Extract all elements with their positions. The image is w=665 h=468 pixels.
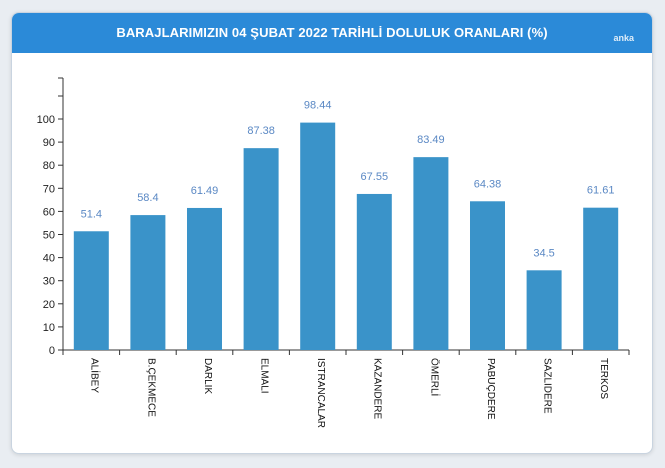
bar-7[interactable]: [470, 201, 505, 350]
value-label-2: 61.49: [191, 185, 219, 197]
value-label-0: 51.4: [81, 208, 102, 220]
bar-2[interactable]: [187, 207, 222, 350]
category-label-1: B.ÇEKMECE: [145, 358, 156, 417]
y-tick-label: 60: [43, 206, 55, 218]
y-tick-label: 50: [43, 230, 55, 242]
category-label-6: ÖMERLİ: [428, 358, 441, 396]
category-label-5: KAZANDERE: [372, 358, 383, 419]
y-tick-label: 10: [43, 322, 55, 334]
category-label-0: ALİBEY: [89, 358, 102, 393]
value-label-9: 61.61: [587, 185, 615, 197]
category-label-4: ISTRANCALAR: [315, 358, 326, 428]
bar-3[interactable]: [243, 148, 279, 350]
y-tick-label: 100: [37, 114, 55, 126]
chart-card: BARAJLARIMIZIN 04 ŞUBAT 2022 TARİHLİ DOL…: [11, 12, 653, 454]
bar-4[interactable]: [300, 122, 336, 350]
y-tick-label: 90: [43, 137, 55, 149]
category-label-7: PABUÇDERE: [485, 358, 496, 420]
value-label-1: 58.4: [137, 192, 158, 204]
y-tick-label: 30: [43, 276, 55, 288]
brand-watermark: anka: [613, 33, 634, 43]
bar-8[interactable]: [526, 270, 562, 350]
category-label-8: SAZLIDERE: [541, 358, 552, 414]
y-tick-label: 0: [49, 345, 55, 357]
chart-header: [12, 13, 652, 53]
value-label-5: 67.55: [361, 171, 389, 183]
bar-0[interactable]: [73, 231, 109, 350]
chart-title: BARAJLARIMIZIN 04 ŞUBAT 2022 TARİHLİ DOL…: [116, 25, 548, 40]
bar-1[interactable]: [130, 215, 166, 350]
y-tick-label: 40: [43, 253, 55, 265]
category-label-9: TERKOS: [598, 358, 609, 399]
bar-6[interactable]: [413, 157, 449, 350]
value-label-4: 98.44: [304, 100, 332, 112]
category-label-2: DARLIK: [202, 358, 213, 394]
value-label-6: 83.49: [417, 134, 445, 146]
y-tick-label: 20: [43, 299, 55, 311]
category-label-3: ELMALI: [258, 358, 269, 394]
y-tick-label: 70: [43, 183, 55, 195]
bar-5[interactable]: [356, 193, 392, 350]
bar-chart: 0 10 20 30 40 50 60 70 80 90 100 51.4 ALİBEY 58.4 B.ÇE…: [37, 77, 630, 428]
bar-9[interactable]: [583, 207, 619, 350]
value-label-3: 87.38: [247, 125, 275, 137]
y-tick-label: 80: [43, 160, 55, 172]
value-label-8: 34.5: [533, 247, 554, 259]
value-label-7: 64.38: [474, 178, 502, 190]
